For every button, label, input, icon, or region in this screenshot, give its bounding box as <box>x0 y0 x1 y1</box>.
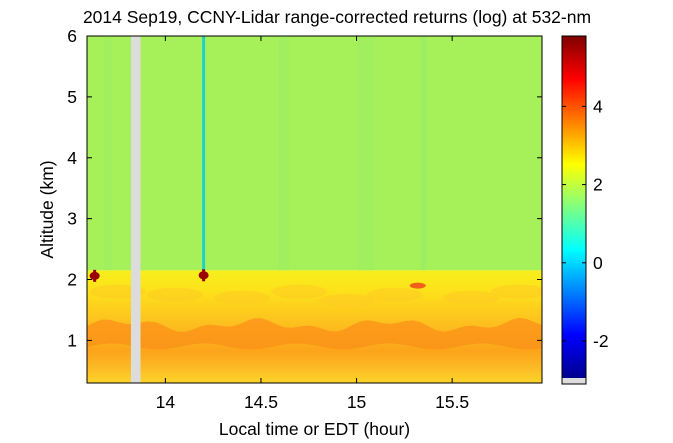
free-troposphere-streak <box>104 36 112 271</box>
free-troposphere-field <box>87 36 542 271</box>
x-tick-label: 15 <box>347 392 366 412</box>
y-axis-label: Altitude (km) <box>37 160 57 258</box>
chart-title: 2014 Sep19, CCNY-Lidar range-corrected r… <box>83 7 591 27</box>
colorbar-frame <box>561 35 587 385</box>
y-tick-label: 3 <box>67 209 77 229</box>
boundary-layer-texture <box>443 290 500 305</box>
colorbar-tick-label: -2 <box>593 331 609 351</box>
vertical-spike <box>202 36 206 271</box>
y-tick-label: 1 <box>67 330 77 350</box>
colorbar-missing-swatch <box>562 378 586 384</box>
aerosol-peak-layer <box>87 317 542 350</box>
colorbar-tick-label: 2 <box>593 175 603 195</box>
free-troposphere-streak <box>279 36 289 271</box>
colorbar-tick-label: 4 <box>593 96 603 116</box>
hotspot-stem <box>202 269 206 282</box>
free-troposphere-streak <box>420 36 427 271</box>
x-tick-label: 14.5 <box>244 392 278 412</box>
y-tick-label: 4 <box>67 148 77 168</box>
x-tick-label: 14 <box>156 392 176 412</box>
colorbar-gradient <box>562 36 586 378</box>
boundary-layer-texture <box>491 284 542 299</box>
y-axis: 1 2 3 4 5 6 <box>67 26 542 350</box>
x-tick-label: 15.5 <box>435 392 469 412</box>
free-troposphere-streak <box>358 36 374 271</box>
y-tick-label: 6 <box>67 26 77 46</box>
y-tick-label: 2 <box>67 270 77 290</box>
x-axis: 14 14.5 15 15.5 <box>156 36 469 412</box>
no-data-gap <box>130 36 141 383</box>
y-tick-label: 5 <box>67 87 77 107</box>
boundary-layer-texture <box>366 287 423 302</box>
boundary-layer-texture <box>271 284 328 299</box>
boundary-layer-texture <box>213 290 270 305</box>
colorbar: -2 0 2 4 <box>561 35 609 385</box>
heatmap-area <box>87 36 542 383</box>
boundary-layer-texture <box>146 287 203 302</box>
hotspot-stem <box>93 269 97 282</box>
boundary-layer-texture <box>319 293 375 308</box>
colorbar-tick-label: 0 <box>593 253 603 273</box>
plot-frame <box>86 35 543 384</box>
hotspot <box>409 282 426 289</box>
x-axis-label: Local time or EDT (hour) <box>219 419 410 439</box>
